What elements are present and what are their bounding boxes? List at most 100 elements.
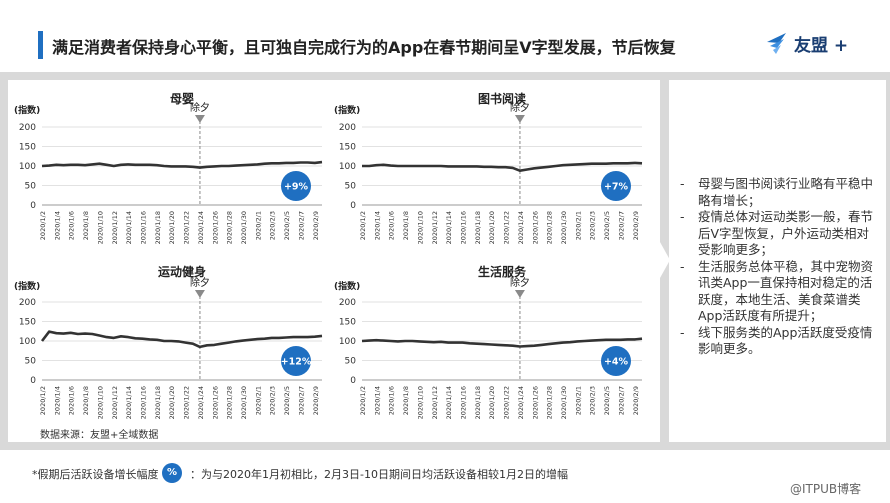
x-tick-label: 2020/2/3 [269, 386, 277, 415]
x-tick-label: 2020/2/5 [283, 386, 291, 415]
x-tick-label: 2020/1/4 [373, 211, 381, 240]
x-tick-label: 2020/1/24 [517, 211, 525, 244]
x-tick-label: 2020/1/24 [197, 386, 205, 419]
notes-list: - 母婴与图书阅读行业略有平稳中略有增长； - 疫情总体对运动类影一般，春节后V字型… [676, 176, 881, 358]
x-tick-label: 2020/2/1 [574, 211, 582, 240]
x-tick-label: 2020/2/3 [589, 386, 597, 415]
x-tick-label: 2020/1/22 [183, 211, 191, 244]
charts-panel [8, 80, 660, 442]
y-tick-label: 0 [30, 201, 36, 211]
note-item: - 母婴与图书阅读行业略有平稳中略有增长； [676, 176, 881, 209]
x-tick-label: 2020/1/2 [359, 211, 367, 240]
x-tick-label: 2020/1/2 [39, 386, 47, 415]
brand-name: 友盟 + [794, 35, 849, 56]
growth-badge [601, 346, 631, 376]
y-tick-label: 150 [339, 318, 356, 328]
x-tick-label: 2020/1/30 [560, 211, 568, 244]
note-bullet: - [680, 209, 685, 224]
event-marker-label: 除夕 [510, 101, 530, 114]
y-tick-label: 150 [19, 143, 36, 153]
note-bullet: - [680, 324, 685, 340]
x-tick-label: 2020/1/28 [226, 386, 234, 419]
x-tick-label: 2020/1/2 [39, 211, 47, 240]
x-tick-label: 2020/1/16 [140, 386, 148, 419]
footnote-description: ：为与2020年1月初相比，2月3日-10日期间日均活跃设备相较1月2日的增幅 [190, 468, 568, 481]
x-tick-label: 2020/1/14 [125, 211, 133, 244]
y-unit-label: (指数) [334, 104, 360, 116]
x-tick-label: 2020/1/20 [488, 211, 496, 244]
x-tick-label: 2020/1/30 [240, 386, 248, 419]
chart-title: 运动健身 [158, 264, 206, 279]
x-tick-label: 2020/1/16 [140, 211, 148, 244]
x-tick-label: 2020/2/5 [283, 211, 291, 240]
x-tick-label: 2020/1/6 [388, 386, 396, 415]
x-tick-label: 2020/2/3 [269, 211, 277, 240]
x-tick-label: 2020/1/4 [373, 386, 381, 415]
y-tick-label: 100 [19, 162, 36, 172]
y-tick-label: 200 [339, 298, 356, 308]
x-tick-label: 2020/2/7 [617, 211, 625, 240]
x-tick-label: 2020/2/9 [632, 386, 640, 415]
note-bullet: - [680, 258, 685, 274]
growth-badge [281, 171, 311, 201]
x-tick-label: 2020/1/28 [546, 386, 554, 419]
x-tick-label: 2020/1/22 [503, 211, 511, 244]
x-tick-label: 2020/1/8 [82, 386, 90, 415]
note-bullet: - [680, 176, 685, 191]
x-tick-label: 2020/1/2 [359, 386, 367, 415]
x-tick-label: 2020/1/22 [183, 386, 191, 419]
percent-badge: % [162, 463, 182, 483]
x-tick-label: 2020/1/10 [416, 386, 424, 419]
x-tick-label: 2020/2/7 [617, 386, 625, 415]
x-tick-label: 2020/1/26 [211, 386, 219, 419]
x-tick-label: 2020/1/14 [445, 211, 453, 244]
x-tick-label: 2020/2/5 [603, 211, 611, 240]
event-marker-triangle [514, 115, 525, 123]
y-tick-label: 50 [345, 357, 357, 367]
x-tick-label: 2020/2/3 [589, 211, 597, 240]
footnote-label: *假期后活跃设备增长幅度 [32, 468, 159, 481]
series-line [40, 330, 323, 349]
source-note: 数据来源：友盟+全域数据 [40, 430, 159, 441]
series-line [361, 337, 643, 348]
x-tick-label: 2020/1/24 [197, 211, 205, 244]
note-text: 线下服务类的App活跃度受疫情影响更多。 [698, 324, 873, 357]
x-tick-label: 2020/1/6 [388, 211, 396, 240]
x-tick-label: 2020/1/10 [416, 211, 424, 244]
event-marker-label: 除夕 [190, 276, 210, 289]
x-tick-label: 2020/1/12 [111, 211, 119, 244]
x-tick-label: 2020/2/1 [574, 386, 582, 415]
x-tick-label: 2020/2/9 [312, 386, 320, 415]
x-tick-label: 2020/2/1 [254, 386, 262, 415]
y-tick-label: 0 [30, 376, 36, 386]
x-tick-label: 2020/1/16 [460, 211, 468, 244]
x-tick-label: 2020/2/7 [297, 386, 305, 415]
x-tick-label: 2020/1/30 [240, 211, 248, 244]
note-text: 生活服务总体平稳，其中宠物资讯类App一直保持相对稳定的活跃度，本地生活、美食菜… [698, 258, 874, 324]
chart-title: 图书阅读 [478, 91, 526, 106]
y-unit-label: (指数) [334, 280, 360, 292]
y-tick-label: 200 [339, 123, 356, 133]
page-title: 满足消费者保持身心平衡，且可独自完成行为的App在春节期间呈V字型发展，节后恢复 [52, 38, 676, 57]
x-tick-label: 2020/1/20 [488, 386, 496, 419]
x-tick-label: 2020/1/14 [445, 386, 453, 419]
x-tick-label: 2020/1/26 [531, 386, 539, 419]
series-line [362, 161, 643, 172]
x-tick-label: 2020/1/12 [111, 386, 119, 419]
x-tick-label: 2020/1/14 [125, 386, 133, 419]
x-tick-label: 2020/1/8 [402, 211, 410, 240]
y-tick-label: 100 [339, 162, 356, 172]
y-tick-label: 50 [25, 357, 37, 367]
y-tick-label: 0 [350, 201, 356, 211]
x-tick-label: 2020/1/26 [211, 211, 219, 244]
y-tick-label: 50 [25, 182, 37, 192]
growth-badge [601, 171, 631, 201]
chevron-right-icon [660, 242, 670, 278]
x-tick-label: 2020/1/8 [82, 211, 90, 240]
x-tick-label: 2020/1/16 [460, 386, 468, 419]
umeng-logo-icon [767, 33, 786, 54]
series-line [41, 160, 323, 169]
brand-logo: 友盟 + [764, 30, 848, 56]
chart-title: 母婴 [170, 92, 194, 106]
